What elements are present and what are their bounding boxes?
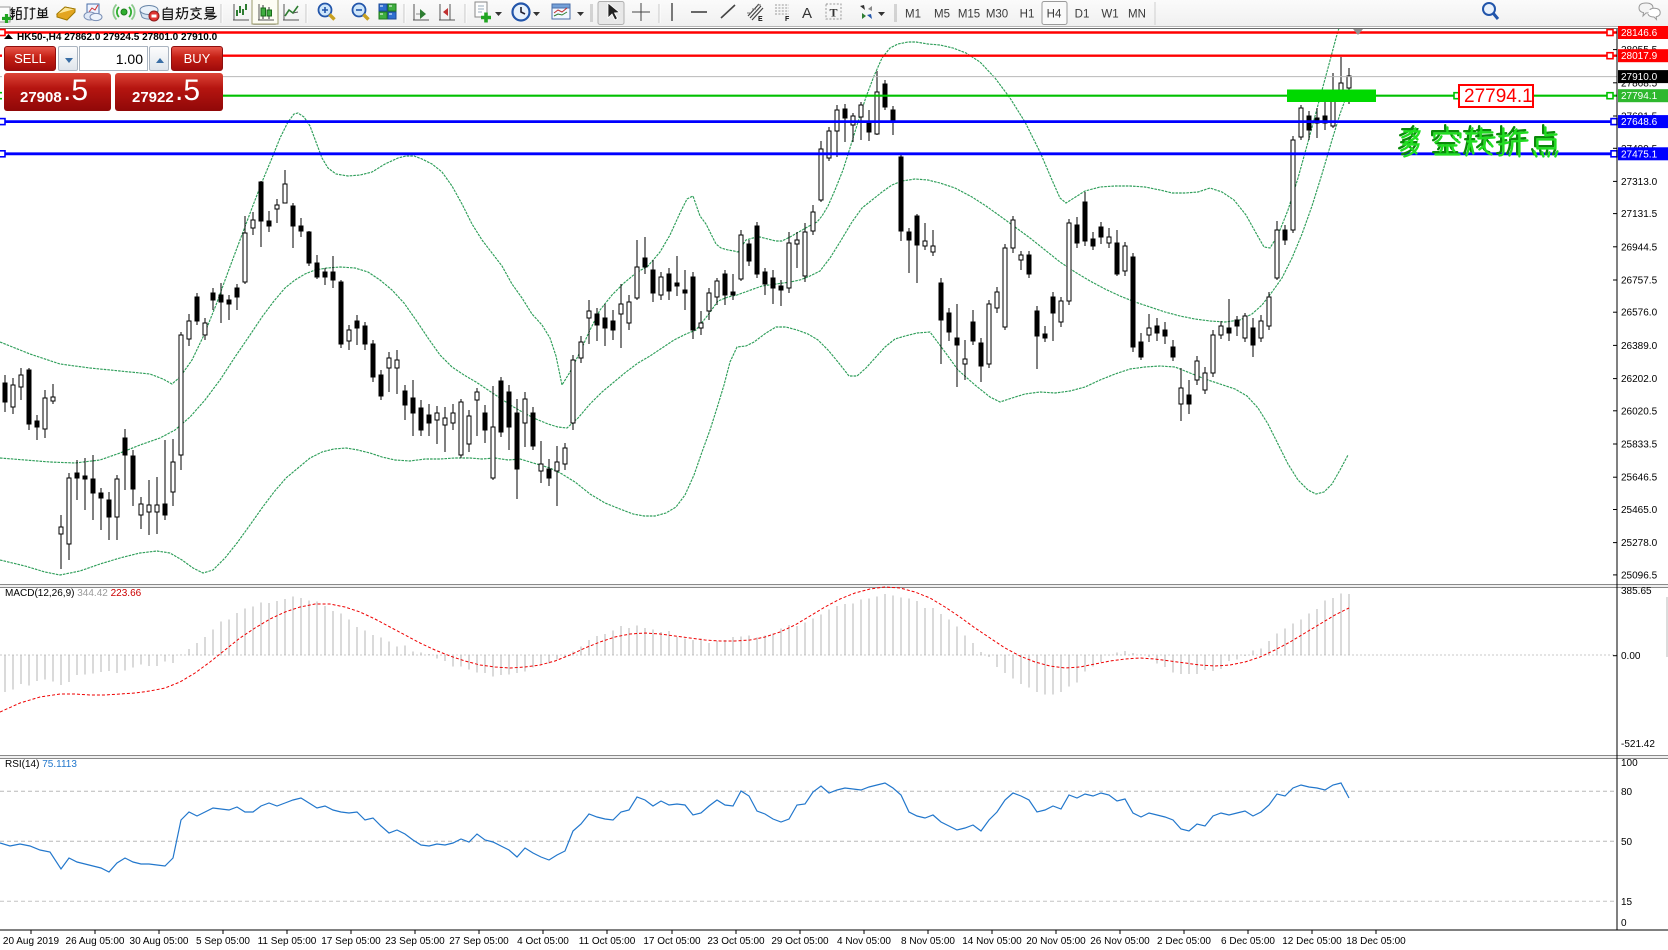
- svg-text:15: 15: [1621, 897, 1633, 908]
- svg-text:30 Aug 05:00: 30 Aug 05:00: [130, 936, 189, 947]
- svg-text:25465.0: 25465.0: [1621, 505, 1658, 516]
- svg-text:20 Aug 2019: 20 Aug 2019: [3, 936, 60, 947]
- svg-text:17 Sep 05:00: 17 Sep 05:00: [321, 936, 381, 947]
- svg-text:27313.0: 27313.0: [1621, 177, 1658, 188]
- svg-text:100: 100: [1621, 758, 1638, 769]
- svg-text:23 Oct 05:00: 23 Oct 05:00: [707, 936, 765, 947]
- svg-text:M30: M30: [986, 9, 1008, 21]
- svg-text:0.00: 0.00: [1621, 651, 1641, 662]
- svg-text:8 Nov 05:00: 8 Nov 05:00: [901, 936, 955, 947]
- svg-text:-521.42: -521.42: [1621, 739, 1655, 750]
- svg-text:27 Sep 05:00: 27 Sep 05:00: [449, 936, 509, 947]
- svg-text:25096.5: 25096.5: [1621, 570, 1658, 581]
- svg-text:27794.1: 27794.1: [1464, 86, 1533, 107]
- svg-text:27648.6: 27648.6: [1621, 117, 1658, 128]
- svg-text:29 Oct 05:00: 29 Oct 05:00: [771, 936, 829, 947]
- svg-text:18 Dec 05:00: 18 Dec 05:00: [1346, 936, 1406, 947]
- svg-text:27131.5: 27131.5: [1621, 209, 1658, 220]
- svg-text:4 Oct 05:00: 4 Oct 05:00: [517, 936, 569, 947]
- svg-text:25646.5: 25646.5: [1621, 473, 1658, 484]
- svg-text:23 Sep 05:00: 23 Sep 05:00: [385, 936, 445, 947]
- svg-text:26020.5: 26020.5: [1621, 406, 1658, 417]
- svg-text:6 Dec 05:00: 6 Dec 05:00: [1221, 936, 1275, 947]
- svg-text:50: 50: [1621, 837, 1633, 848]
- svg-text:80: 80: [1621, 787, 1633, 798]
- svg-text:27475.1: 27475.1: [1621, 149, 1658, 160]
- svg-text:M15: M15: [958, 9, 980, 21]
- svg-text:4 Nov 05:00: 4 Nov 05:00: [837, 936, 891, 947]
- svg-text:28146.6: 28146.6: [1621, 28, 1658, 39]
- svg-text:HK50-,H4 27862.0 27924.5 2780: HK50-,H4 27862.0 27924.5 27801.0 27910.0: [17, 32, 218, 43]
- svg-text:E: E: [758, 16, 763, 23]
- svg-text:26389.0: 26389.0: [1621, 341, 1658, 352]
- svg-text:385.65: 385.65: [1621, 586, 1652, 597]
- svg-text:28017.9: 28017.9: [1621, 51, 1658, 62]
- svg-text:27794.1: 27794.1: [1621, 91, 1658, 102]
- svg-text:25278.0: 25278.0: [1621, 538, 1658, 549]
- svg-text:26 Nov 05:00: 26 Nov 05:00: [1090, 936, 1150, 947]
- svg-text:T: T: [830, 6, 838, 20]
- svg-text:11 Sep 05:00: 11 Sep 05:00: [258, 936, 317, 947]
- svg-text:26576.0: 26576.0: [1621, 308, 1658, 319]
- svg-text:20 Nov 05:00: 20 Nov 05:00: [1026, 936, 1086, 947]
- svg-text:5 Sep 05:00: 5 Sep 05:00: [196, 936, 250, 947]
- svg-text:H4: H4: [1047, 9, 1062, 21]
- svg-text:W1: W1: [1101, 9, 1118, 21]
- svg-text:RSI(14) 75.1113: RSI(14) 75.1113: [5, 759, 77, 770]
- svg-text:17 Oct 05:00: 17 Oct 05:00: [643, 936, 701, 947]
- svg-text:11 Oct 05:00: 11 Oct 05:00: [579, 936, 636, 947]
- svg-text:MACD(12,26,9) 344.42 223.66: MACD(12,26,9) 344.42 223.66: [5, 588, 142, 599]
- svg-text:26757.5: 26757.5: [1621, 276, 1658, 287]
- svg-text:F: F: [785, 16, 790, 23]
- svg-text:26944.5: 26944.5: [1621, 242, 1658, 253]
- svg-text:27868.5: 27868.5: [1621, 78, 1658, 89]
- svg-text:26 Aug 05:00: 26 Aug 05:00: [66, 936, 125, 947]
- svg-text:26202.0: 26202.0: [1621, 374, 1658, 385]
- svg-text:2 Dec 05:00: 2 Dec 05:00: [1157, 936, 1211, 947]
- svg-text:H1: H1: [1020, 9, 1035, 21]
- svg-text:D1: D1: [1075, 9, 1090, 21]
- svg-text:25833.5: 25833.5: [1621, 440, 1658, 451]
- svg-text:12 Dec 05:00: 12 Dec 05:00: [1282, 936, 1342, 947]
- svg-text:0: 0: [1621, 918, 1627, 929]
- svg-text:MN: MN: [1128, 9, 1146, 21]
- svg-text:A: A: [802, 5, 812, 22]
- svg-text:M5: M5: [934, 9, 950, 21]
- svg-text:14 Nov 05:00: 14 Nov 05:00: [962, 936, 1022, 947]
- svg-text:27910.0: 27910.0: [1621, 72, 1658, 83]
- svg-text:M1: M1: [905, 9, 921, 21]
